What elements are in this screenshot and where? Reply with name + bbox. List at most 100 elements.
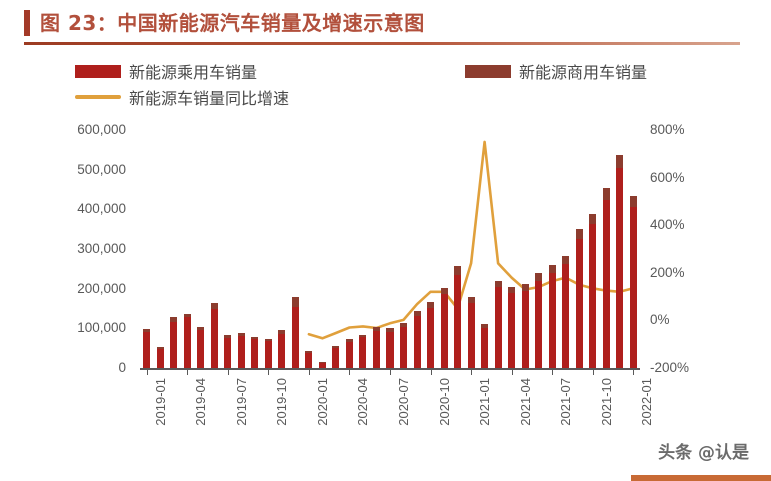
x-axis-tick-label: 2021-04 [517, 378, 533, 426]
x-axis-tick-label: 2020-10 [436, 378, 452, 426]
y-axis-right-tick: 0% [650, 312, 670, 328]
bar-column [345, 339, 353, 368]
x-axis-tick-label: 2021-01 [477, 378, 493, 426]
x-axis-tick-label: 2019-04 [193, 378, 209, 426]
y-axis-right-tick: 800% [650, 122, 685, 137]
bar-column [440, 287, 448, 368]
x-axis-tick-label: 2019-10 [274, 378, 290, 426]
bar-column [386, 328, 394, 368]
bar-segment-passenger [237, 335, 245, 368]
bar-column [427, 302, 435, 368]
bar-segment-commercial [332, 345, 340, 348]
bar-column [494, 280, 502, 368]
bar-segment-commercial [345, 339, 353, 342]
bar-segment-passenger [413, 316, 421, 368]
bar-column [237, 333, 245, 368]
y-axis-left-tick: 100,000 [77, 320, 126, 336]
x-axis-tick [552, 369, 554, 375]
bar-segment-passenger [318, 362, 326, 368]
bar-segment-commercial [575, 228, 583, 239]
bar-segment-commercial [251, 337, 259, 340]
bar-column [629, 196, 637, 368]
legend-line-icon [75, 95, 121, 99]
bar-column [278, 330, 286, 368]
watermark: 头条 @认是 [658, 443, 749, 463]
bar-segment-passenger [251, 339, 259, 368]
bar-column [156, 347, 164, 368]
y-axis-left: 0 100,000 200,000 300,000 400,000 500,000 600,… [46, 0, 134, 481]
page-title: 图 23：中国新能源汽车销量及增速示意图 [40, 11, 425, 35]
bar-segment-commercial [629, 196, 637, 207]
x-axis-tick-label: 2021-07 [558, 378, 574, 426]
y-axis-left-tick: 200,000 [77, 280, 126, 296]
bar-segment-commercial [589, 213, 597, 225]
legend-item-passenger: 新能源乘用车销量 [75, 59, 257, 83]
bar-segment-passenger [372, 330, 380, 368]
bar-column [224, 335, 232, 368]
bar-segment-passenger [508, 293, 516, 368]
bar-segment-commercial [318, 362, 326, 363]
legend-item-commercial: 新能源商用车销量 [465, 59, 647, 83]
x-axis-tick-label: 2019-07 [233, 378, 249, 426]
bar-segment-passenger [291, 306, 299, 368]
bar-segment-commercial [535, 273, 543, 281]
bar-segment-commercial [400, 323, 408, 327]
bar-segment-passenger [345, 341, 353, 368]
bar-segment-commercial [440, 287, 448, 295]
bar-segment-commercial [427, 302, 435, 308]
x-axis-tick [268, 369, 270, 375]
bar-segment-passenger [494, 287, 502, 368]
y-axis-right: -200% 0% 200% 400% 600% 800% [650, 0, 720, 481]
bar-segment-passenger [183, 317, 191, 368]
bar-segment-commercial [197, 326, 205, 330]
x-axis-tick [349, 369, 351, 375]
x-axis-tick-label: 2020-07 [396, 378, 411, 426]
bar-column [170, 316, 178, 368]
x-axis-tick [227, 369, 229, 375]
bar-segment-passenger [156, 349, 164, 368]
bar-segment-passenger [629, 206, 637, 368]
bar-column [508, 286, 516, 368]
legend-swatch-icon [465, 64, 512, 78]
y-axis-left-tick: 300,000 [77, 241, 126, 256]
bar-segment-passenger [332, 347, 340, 368]
bar-segment-passenger [278, 333, 286, 368]
bar-column [454, 265, 462, 368]
bar-column [467, 297, 475, 368]
bar-column [332, 345, 340, 368]
bar-segment-commercial [237, 333, 245, 336]
bar-column [400, 323, 408, 368]
bar-segment-passenger [521, 290, 529, 368]
x-axis-tick [390, 369, 391, 375]
bar-segment-commercial [508, 286, 516, 294]
bar-segment-commercial [156, 347, 164, 350]
bar-column [264, 338, 272, 368]
x-axis-tick [471, 369, 473, 375]
y-axis-right-tick: 400% [650, 217, 685, 233]
bar-segment-commercial [305, 350, 313, 353]
bar-segment-commercial [278, 330, 286, 334]
legend-item-growth: 新能源车销量同比增速 [75, 85, 289, 109]
bar-column [616, 155, 624, 368]
bar-segment-passenger [197, 329, 205, 368]
legend-label-commercial: 新能源商用车销量 [519, 63, 648, 82]
bar-segment-commercial [143, 328, 151, 332]
bar-column [602, 188, 610, 368]
bar-segment-passenger [143, 331, 151, 368]
bar-column [589, 213, 597, 368]
bar-segment-commercial [413, 311, 421, 317]
legend-row-1: 新能源乘用车销量 新能源商用车销量 [75, 58, 695, 84]
x-axis-tick [146, 369, 148, 375]
bar-segment-commercial [183, 313, 191, 318]
x-axis-tick-label: 2019-01 [152, 378, 168, 426]
bar-column [548, 265, 556, 368]
plot-area [140, 130, 640, 368]
y-axis-right-tick: 600% [650, 169, 685, 185]
chart-legend: 新能源乘用车销量 新能源商用车销量 新能源车销量同比增速 [75, 58, 695, 110]
figure-title-block: 图 23：中国新能源汽车销量及增速示意图 [24, 10, 747, 45]
bar-segment-commercial [602, 188, 610, 201]
bar-segment-commercial [467, 297, 475, 303]
bar-segment-passenger [427, 307, 435, 368]
x-axis-tick [511, 369, 513, 375]
bar-segment-commercial [481, 323, 489, 328]
